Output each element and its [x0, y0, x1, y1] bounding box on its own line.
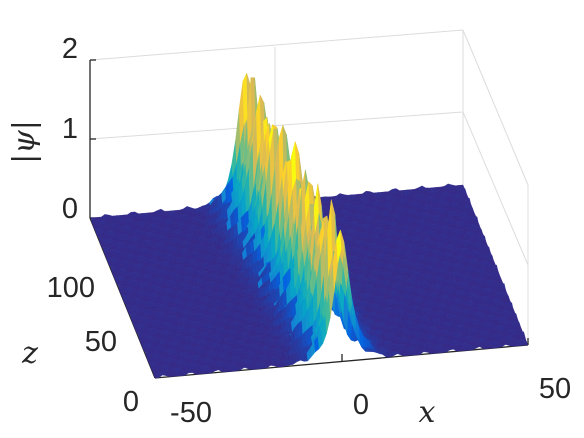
surface-patch	[462, 192, 468, 197]
grid-z1	[89, 111, 464, 140]
surface-patch	[481, 240, 488, 245]
surface	[89, 72, 529, 379]
top-back-edge	[89, 29, 464, 61]
surface-patch	[480, 235, 487, 242]
surface-patch	[474, 222, 480, 226]
top-right-edge	[462, 29, 529, 186]
surface-patch	[490, 262, 496, 266]
surface-patch	[496, 278, 503, 282]
grid-z1-right	[462, 111, 529, 266]
surface-patch	[478, 232, 484, 236]
surface-patch	[461, 187, 467, 194]
